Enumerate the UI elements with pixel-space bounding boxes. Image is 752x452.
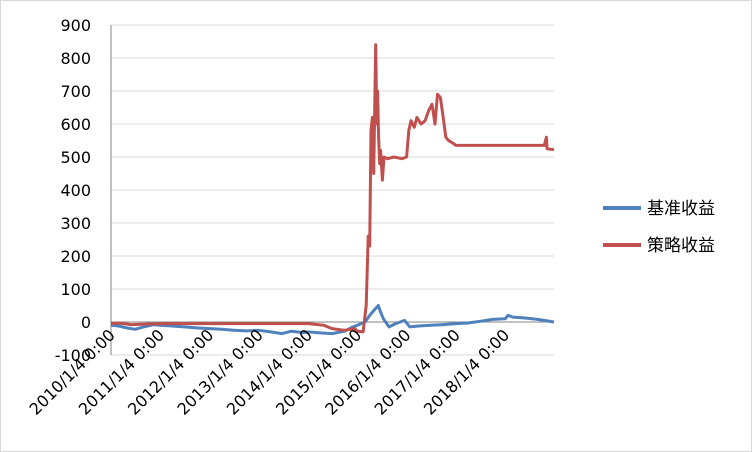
y-tick-label: 900: [60, 16, 91, 35]
y-tick-label: 300: [60, 214, 91, 233]
gridlines: [111, 24, 554, 356]
series-line-0: [110, 304, 555, 336]
y-tick-label: 800: [60, 49, 91, 68]
x-tick-label: 2018/1/4 0:00: [420, 325, 513, 418]
y-tick-label: 400: [60, 181, 91, 200]
x-tick-label: 2017/1/4 0:00: [371, 325, 464, 418]
x-tick-label: 2010/1/4 0:00: [26, 325, 119, 418]
y-tick-label: 600: [60, 115, 91, 134]
series-lines: [110, 43, 555, 336]
y-tick-label: 500: [60, 148, 91, 167]
x-tick-label: 2013/1/4 0:00: [173, 325, 266, 418]
series-line-1: [110, 43, 555, 334]
y-tick-label: 100: [60, 280, 91, 299]
x-tick-label: 2014/1/4 0:00: [223, 325, 316, 418]
y-tick-label: 0: [81, 313, 91, 332]
legend-label-benchmark: 基准收益: [647, 199, 715, 219]
x-tick-label: 2011/1/4 0:00: [75, 325, 168, 418]
x-tick-label: 2012/1/4 0:00: [124, 325, 217, 418]
x-tick-label: 2016/1/4 0:00: [321, 325, 414, 418]
y-tick-label: 200: [60, 247, 91, 266]
y-tick-label: -100: [55, 346, 91, 365]
x-tick-label: 2015/1/4 0:00: [272, 325, 365, 418]
y-tick-labels: -100 0 100 200 300 400 500 600 700 800 900: [55, 16, 91, 365]
y-tick-label: 700: [60, 82, 91, 101]
legend: 基准收益 策略收益: [603, 199, 715, 256]
legend-label-strategy: 策略收益: [647, 236, 715, 256]
